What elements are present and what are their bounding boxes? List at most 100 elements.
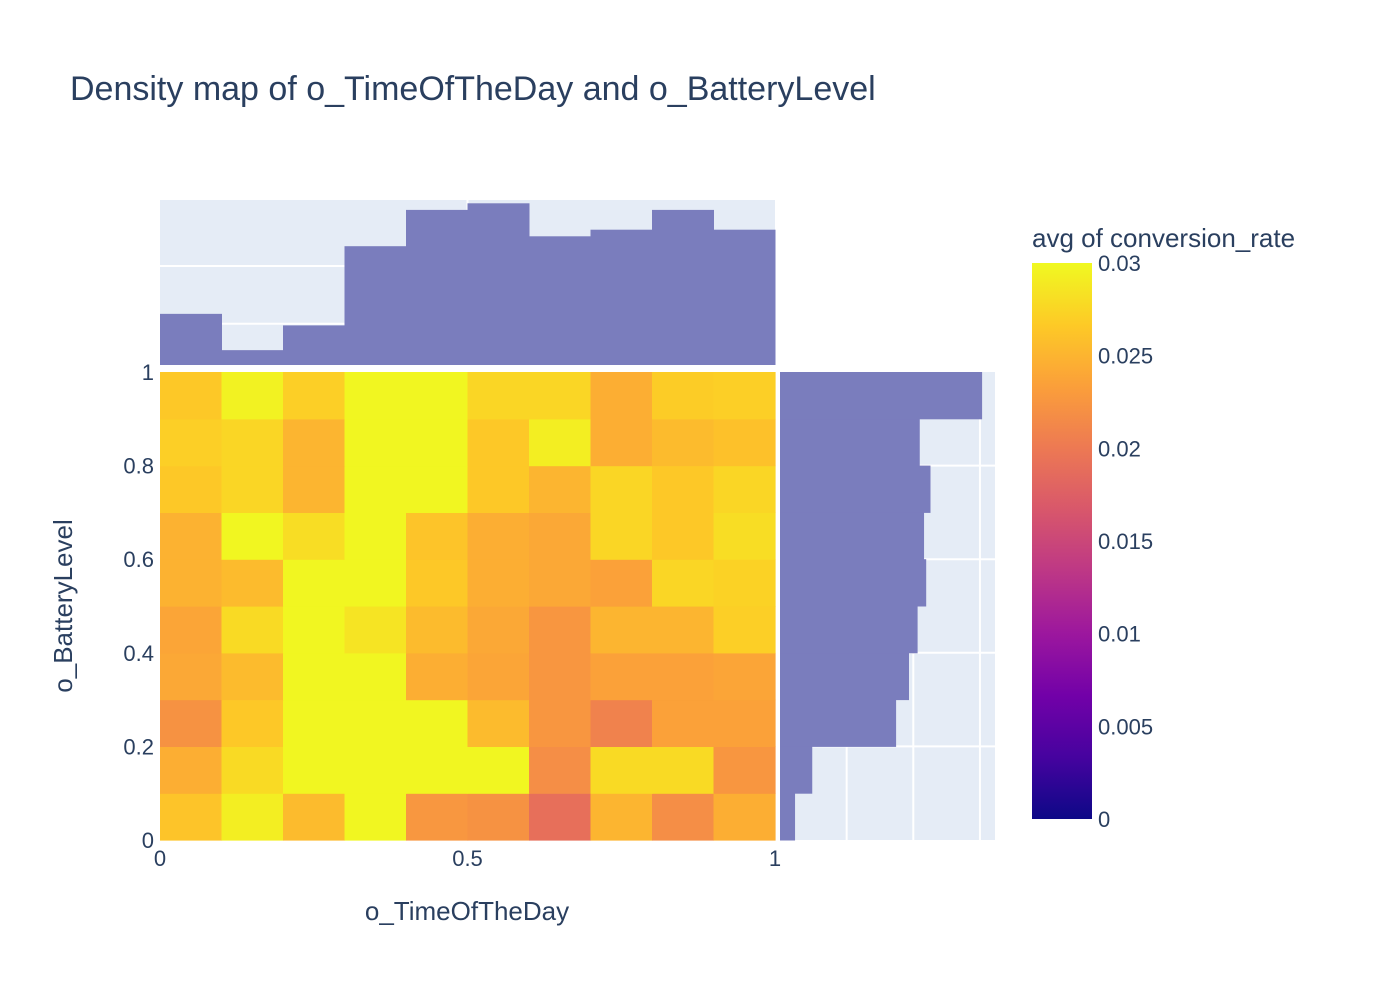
heatmap-cell [529,652,592,701]
y-tick-label: 0.6 [123,547,154,572]
right-marginal-bars [780,372,983,841]
right-marginal-bar [780,793,796,841]
colorbar-title: avg of conversion_rate [1032,223,1295,253]
colorbar-tick-label: 0.01 [1098,622,1141,647]
top-marginal-bar [406,209,468,365]
heatmap-cell [713,372,776,420]
heatmap-cell [344,699,407,747]
right-marginal-histogram [780,372,995,841]
heatmap-cell [652,652,715,701]
heatmap-cell [344,465,407,513]
x-axis-ticks: 0 0.5 1 [154,846,781,871]
heatmap-cell [344,512,407,560]
heatmap-cell [221,559,284,607]
top-marginal-bar [590,229,653,365]
heatmap-cell [713,793,776,841]
x-axis-label: o_TimeOfTheDay [365,896,569,926]
y-tick-label: 1 [142,360,154,385]
heatmap-cell [344,372,407,420]
chart-title: Density map of o_TimeOfTheDay and o_Batt… [70,70,876,108]
colorbar-tick-label: 0.03 [1098,251,1141,276]
heatmap-cell [344,559,407,607]
right-marginal-bar [780,559,927,607]
colorbar-tick-label: 0.005 [1098,714,1153,739]
heatmap-cell [467,606,530,654]
heatmap-cell [283,512,346,560]
x-tick-label: 1 [769,846,781,871]
heatmap-cell [406,606,469,654]
heatmap-cell [652,606,715,654]
heatmap-cell [221,465,284,513]
heatmap-cell [406,465,469,513]
heatmap-cell [590,418,653,467]
heatmap-cell [713,512,776,560]
heatmap-cell [652,746,715,794]
heatmap-cell [160,699,223,747]
heatmap-cell [344,746,407,794]
x-tick-label: 0 [154,846,166,871]
heatmap-cell [283,559,346,607]
y-axis-label: o_BatteryLevel [48,519,78,692]
heatmap-cell [713,699,776,747]
heatmap-cell [529,418,592,467]
heatmap-cell [283,793,346,841]
heatmap-cell [529,606,592,654]
right-marginal-bar [780,418,920,467]
heatmap-cell [467,652,530,701]
heatmap-cell [283,699,346,747]
heatmap-plot-area [160,372,776,841]
heatmap-cell [221,793,284,841]
heatmap-cell [467,372,530,420]
top-marginal-bar [713,229,776,365]
heatmap-cell [221,652,284,701]
top-marginal-bar [652,209,714,365]
heatmap-cell [406,746,469,794]
heatmap-cell [652,372,715,420]
heatmap-cell [652,418,715,467]
y-tick-label: 0.4 [123,641,154,666]
colorbar-tick-label: 0.015 [1098,529,1153,554]
heatmap-cell [529,746,592,794]
heatmap-cell [221,699,284,747]
heatmap-cell [160,746,223,794]
top-marginal-bar [467,203,530,365]
heatmap-cell [221,418,284,467]
heatmap-cell [160,652,223,701]
heatmap-cell [652,699,715,747]
heatmap-cell [529,465,592,513]
heatmap-cell [467,699,530,747]
heatmap-cell [467,512,530,560]
heatmap-cell [652,512,715,560]
top-marginal-bar [283,325,345,365]
heatmap-cell [529,559,592,607]
heatmap-cell [344,793,407,841]
heatmap-cell [160,793,223,841]
heatmap-cell [406,372,469,420]
heatmap-cell [283,418,346,467]
top-marginal-histogram [160,200,776,365]
heatmap-cell [529,372,592,420]
heatmap-cell [467,793,530,841]
heatmap-cell [467,746,530,794]
right-marginal-bar [780,606,918,654]
heatmap-cell [406,699,469,747]
heatmap-cell [283,606,346,654]
heatmap-cell [221,746,284,794]
heatmap-cell [221,512,284,560]
top-marginal-bar [529,236,591,365]
right-marginal-bar [780,512,925,560]
heatmap-cell [221,606,284,654]
x-tick-label: 0.5 [452,846,483,871]
heatmap-cell [406,559,469,607]
right-marginal-bar [780,699,897,747]
heatmap-cell [283,746,346,794]
heatmap-cell [344,652,407,701]
right-marginal-bar [780,652,909,701]
heatmap-cell [590,559,653,607]
heatmap-cell [713,418,776,467]
heatmap-cell [713,465,776,513]
heatmap-cell [160,512,223,560]
heatmap-cell [467,559,530,607]
heatmap-cell [529,512,592,560]
heatmap-cell [590,793,653,841]
